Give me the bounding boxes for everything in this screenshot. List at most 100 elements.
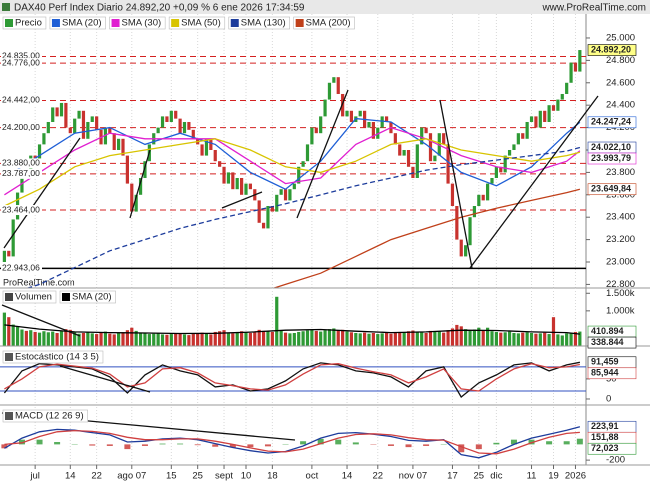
candle [415, 144, 419, 178]
level-label-bg [1, 205, 42, 216]
candle [178, 118, 182, 134]
candle [433, 155, 437, 162]
candle [226, 172, 231, 184]
x-tick-label: 25 [192, 471, 203, 482]
y-tick-label: 1.500k [606, 288, 635, 299]
volume-bar [112, 334, 116, 346]
level-label-bg [1, 51, 42, 62]
candle [292, 183, 296, 190]
volume-bar [169, 334, 173, 346]
volume-bar [560, 335, 564, 346]
volume-bar [556, 334, 560, 346]
candle [283, 189, 288, 201]
legend-swatch [111, 19, 120, 27]
level-label-bg [1, 95, 42, 106]
y-tick-label: 24.600 [606, 77, 635, 88]
histogram-bar [36, 439, 43, 445]
legend-label: SMA (20) [62, 18, 102, 29]
volume-bar [442, 332, 446, 346]
panel [1, 407, 583, 465]
header-site[interactable]: www.ProRealTime.com [541, 3, 646, 14]
volume-bar [503, 332, 507, 346]
series-line [26, 146, 581, 288]
y-tick-label: -200 [606, 455, 625, 466]
level-label: 22.943,06 [2, 263, 40, 273]
histogram-bar [264, 444, 271, 447]
candle [486, 183, 490, 201]
level-label: 24.200,00 [2, 122, 40, 132]
candle [134, 194, 138, 212]
candle [209, 138, 213, 150]
volume-bar [411, 330, 415, 346]
volume-bar [143, 333, 147, 346]
volume-bar [297, 331, 301, 346]
volume-bar [323, 330, 327, 346]
histogram-bar [335, 439, 342, 445]
watermark: ProRealTime.com [3, 277, 75, 287]
volume-bar [565, 333, 569, 346]
volume-bar [95, 334, 99, 346]
volume-bar [121, 332, 125, 346]
histogram-bar [89, 444, 96, 446]
candle [160, 116, 165, 128]
candle [279, 189, 283, 195]
candle [358, 110, 362, 117]
candle [156, 127, 160, 134]
last-value-bg [587, 116, 637, 129]
candle [191, 129, 195, 139]
volume-bar [279, 330, 283, 346]
histogram-bar [159, 443, 166, 445]
x-tick-label: 10 [241, 471, 252, 482]
legend-swatch [51, 19, 60, 27]
volume-bar [292, 332, 296, 346]
candle [336, 77, 340, 94]
candle [37, 144, 42, 162]
volume-bar [152, 333, 156, 346]
candle [95, 116, 99, 130]
candle [402, 149, 406, 156]
legend-label: SMA (200) [306, 18, 351, 29]
candle [117, 138, 121, 150]
volume-bar [200, 332, 204, 346]
candle [288, 189, 292, 201]
volume-bar [226, 332, 231, 346]
volume-bar [2, 312, 6, 346]
legend-bg [59, 290, 116, 304]
series-line [4, 426, 581, 459]
candle [499, 166, 503, 173]
volume-bar [507, 331, 512, 346]
volume-bar [204, 333, 209, 346]
candle [569, 62, 573, 83]
volume-bar [275, 296, 279, 346]
candle [507, 149, 512, 156]
histogram-bar [563, 441, 570, 445]
volume-bar [24, 330, 28, 346]
candle [275, 194, 279, 212]
y-tick-label: 24.400 [606, 100, 635, 111]
histogram-bar [194, 444, 201, 446]
candle [468, 217, 472, 246]
level-label: 24.835,00 [2, 51, 40, 61]
candle [270, 206, 274, 212]
candle [90, 116, 94, 122]
trend-line [469, 95, 599, 269]
level-label: 24.776,00 [2, 57, 40, 67]
candle [218, 161, 222, 167]
volume-bar [117, 332, 121, 346]
legend-bg [49, 16, 106, 30]
x-tick-label: 17 [447, 471, 458, 482]
candle [204, 138, 209, 156]
candle [442, 133, 446, 145]
panel [2, 288, 582, 346]
candle [481, 194, 485, 201]
trend-line [221, 191, 263, 209]
volume-bar [42, 331, 46, 346]
candle [248, 183, 252, 190]
legend-label: SMA (50) [181, 18, 221, 29]
candle [231, 172, 235, 190]
volume-bar [472, 329, 477, 346]
candle [323, 99, 327, 117]
series-line [4, 138, 581, 207]
candle [367, 121, 371, 128]
